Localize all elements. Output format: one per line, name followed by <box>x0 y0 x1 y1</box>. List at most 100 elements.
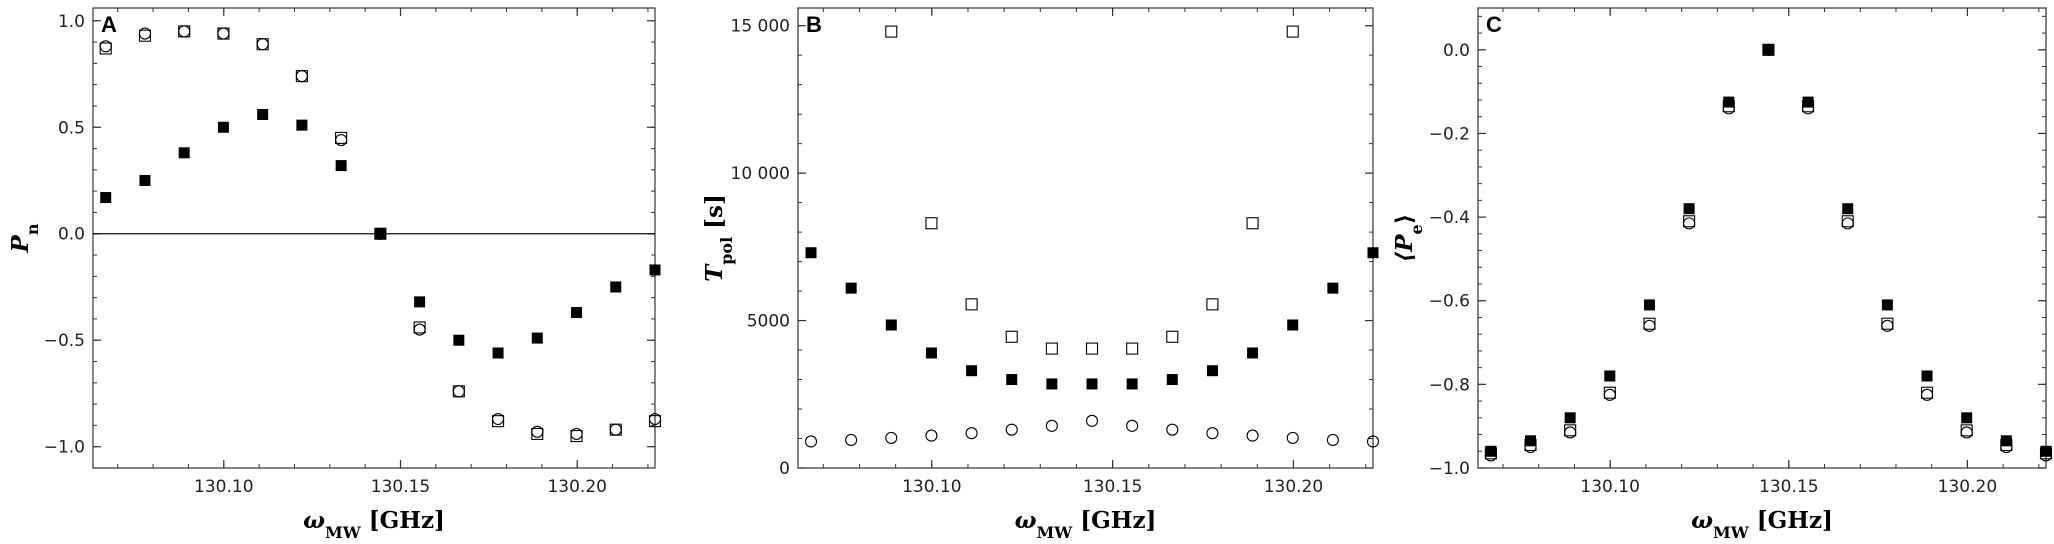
data-point <box>925 429 938 442</box>
data-point <box>1762 44 1774 56</box>
y-tick-label: −0.5 <box>44 331 85 351</box>
data-point <box>1005 423 1018 436</box>
data-point <box>804 435 818 448</box>
data-point <box>217 121 229 133</box>
data-point <box>965 298 978 311</box>
data-point <box>1683 203 1695 215</box>
data-point <box>139 175 151 186</box>
y-axis-label: Tpol [s] <box>701 194 736 282</box>
series-filled-square <box>805 247 1379 390</box>
data-point <box>1326 433 1339 447</box>
panel-letter: B <box>806 12 822 37</box>
y-tick-label: −1.0 <box>44 438 85 458</box>
data-point <box>1881 317 1894 330</box>
data-point <box>1085 342 1099 355</box>
data-point <box>1327 282 1339 294</box>
data-point <box>925 217 938 230</box>
data-point <box>100 192 112 204</box>
y-tick-label: 10 000 <box>731 164 790 184</box>
data-point <box>1643 299 1655 311</box>
y-axis-label: ⟨Pe⟩ <box>1391 214 1426 263</box>
data-point <box>1246 217 1259 230</box>
data-point <box>1085 414 1099 427</box>
x-tick-label: 130.20 <box>1938 477 1997 497</box>
data-point <box>178 25 191 38</box>
data-point <box>1525 435 1537 447</box>
data-point <box>217 27 230 40</box>
data-point <box>1564 412 1576 424</box>
data-point <box>571 307 583 319</box>
data-point <box>1366 435 1380 448</box>
panel-letter: C <box>1486 12 1502 37</box>
y-tick-label: 5000 <box>747 312 790 332</box>
data-point <box>374 227 387 240</box>
y-tick-label: −0.4 <box>1429 208 1470 228</box>
data-point <box>99 40 112 53</box>
y-axis-label: Pn <box>7 223 42 253</box>
data-point <box>885 431 898 444</box>
x-tick-label: 130.15 <box>1083 477 1142 497</box>
plot-frame <box>92 7 656 469</box>
data-point <box>138 27 152 40</box>
data-point <box>1921 370 1933 382</box>
data-point <box>966 365 978 377</box>
data-point <box>1126 378 1138 390</box>
data-point <box>1166 423 1179 436</box>
data-point <box>531 425 544 438</box>
data-point <box>335 133 348 147</box>
data-point <box>609 423 622 436</box>
data-point <box>492 412 505 426</box>
data-point <box>1920 386 1934 399</box>
data-point <box>1045 419 1058 432</box>
data-point <box>1045 342 1058 355</box>
data-point <box>925 347 937 359</box>
data-point <box>1841 215 1854 228</box>
data-point <box>885 319 897 331</box>
data-point <box>1961 412 1973 424</box>
data-point <box>374 228 386 240</box>
data-point <box>885 25 898 38</box>
series-filled-square <box>1485 44 2052 457</box>
y-tick-label: 0.0 <box>1443 41 1470 61</box>
data-point <box>648 412 662 426</box>
data-point <box>805 247 817 259</box>
y-tick-label: 0.0 <box>58 225 85 245</box>
series-open-circle <box>1484 43 2053 462</box>
data-point <box>531 332 543 344</box>
data-point <box>2040 445 2052 457</box>
data-point <box>1166 374 1178 386</box>
series-open-circle <box>804 414 1380 448</box>
data-point <box>1247 347 1259 359</box>
data-point <box>178 147 190 159</box>
x-axis-label: ωMW [GHz] <box>1015 507 1157 542</box>
x-axis-label: ωMW [GHz] <box>1691 507 1833 542</box>
data-point <box>1046 378 1058 390</box>
x-tick-label: 130.10 <box>902 477 961 497</box>
data-point <box>1086 378 1098 390</box>
data-point <box>1166 330 1179 343</box>
data-point <box>295 70 308 83</box>
panel-c: 130.10 130.15 130.20 −1.0 −0.8 −0.6 −0.4 −0.2 0.… <box>1391 7 2053 542</box>
data-point <box>1286 431 1299 444</box>
data-point <box>845 282 857 294</box>
data-point <box>1206 298 1219 311</box>
y-tick-label: −1.0 <box>1429 459 1470 479</box>
data-point <box>296 119 308 131</box>
data-point <box>2000 435 2012 447</box>
y-tick-label: −0.6 <box>1429 292 1470 312</box>
x-tick-label: 130.20 <box>547 477 606 497</box>
data-point <box>1643 317 1656 330</box>
data-point <box>1005 330 1018 343</box>
data-point <box>1960 424 1973 437</box>
data-point <box>1604 370 1616 382</box>
y-tick-label: −0.2 <box>1429 124 1470 144</box>
data-point <box>1286 25 1299 38</box>
plot-frame <box>797 7 1374 469</box>
x-tick-label: 130.10 <box>194 477 253 497</box>
data-point <box>1287 319 1299 331</box>
data-point <box>492 347 504 359</box>
data-point <box>1802 96 1814 108</box>
plot-frame <box>1477 7 2047 469</box>
